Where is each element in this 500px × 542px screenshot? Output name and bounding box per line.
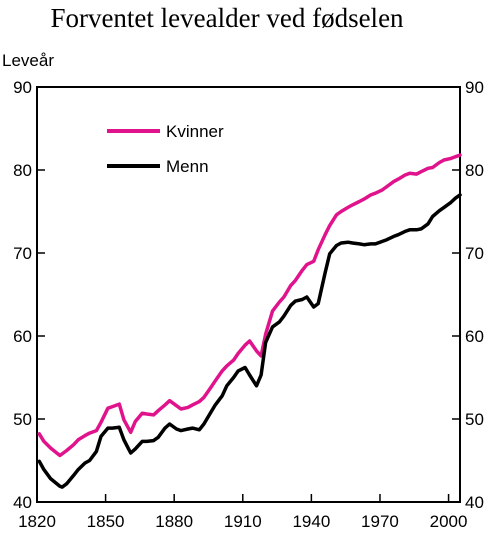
x-tick-label: 1940 <box>292 512 330 531</box>
y-tick-label-left: 90 <box>13 78 32 97</box>
x-tick-label: 1880 <box>155 512 193 531</box>
x-tick-label: 1850 <box>87 512 125 531</box>
y-tick-label-right: 90 <box>465 78 484 97</box>
series-line-kvinner <box>37 153 462 458</box>
y-tick-label-left: 50 <box>13 410 32 429</box>
y-tick-label-left: 60 <box>13 327 32 346</box>
x-tick-label: 1820 <box>18 512 56 531</box>
chart-title: Forventet levealder ved fødselen <box>50 3 404 33</box>
y-tick-label-right: 60 <box>465 327 484 346</box>
y-tick-label-right: 50 <box>465 410 484 429</box>
series-line-menn <box>37 193 462 489</box>
y-tick-label-right: 40 <box>465 493 484 512</box>
legend: Kvinner Menn <box>107 122 224 176</box>
x-tick-label: 2000 <box>430 512 468 531</box>
series-layer <box>37 153 462 489</box>
x-tick-label: 1970 <box>361 512 399 531</box>
y-tick-label-left: 40 <box>13 493 32 512</box>
plot-frame <box>36 86 461 503</box>
x-tick-label: 1910 <box>224 512 262 531</box>
y-tick-label-left: 70 <box>13 244 32 263</box>
y-tick-label-left: 80 <box>13 161 32 180</box>
ticks-layer: 40 40 50 50 60 60 70 70 80 80 90 90 1820 1850 1880 1910… <box>13 78 484 531</box>
legend-label-menn: Menn <box>166 157 209 176</box>
y-tick-label-right: 80 <box>465 161 484 180</box>
legend-label-kvinner: Kvinner <box>166 122 224 141</box>
y-tick-label-right: 70 <box>465 244 484 263</box>
y-axis-label: Leveår <box>2 51 54 70</box>
